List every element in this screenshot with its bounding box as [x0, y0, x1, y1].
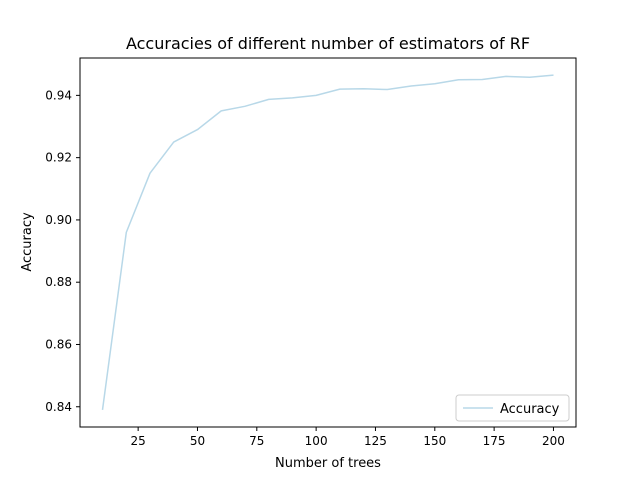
y-tick-label: 0.94 — [45, 88, 72, 102]
y-axis-label: Accuracy — [20, 212, 35, 272]
y-tick-label: 0.88 — [45, 275, 72, 289]
x-tick-label: 75 — [249, 434, 264, 448]
series-layer — [101, 74, 554, 410]
x-tick-label: 25 — [131, 434, 146, 448]
x-tick-label: 100 — [305, 434, 328, 448]
plot-area — [79, 57, 577, 428]
x-tick-label: 125 — [364, 434, 387, 448]
x-tick-label: 200 — [542, 434, 565, 448]
x-tick-label: 175 — [483, 434, 506, 448]
y-axis: 0.84 0.86 0.88 0.90 0.92 0.94 — [45, 88, 80, 414]
x-tick-label: 50 — [190, 434, 205, 448]
legend: Accuracy — [455, 394, 570, 422]
x-tick-label: 150 — [423, 434, 446, 448]
chart-title: Accuracies of different number of estima… — [126, 34, 530, 53]
x-axis: 25 50 75 100 125 150 175 200 — [131, 427, 565, 448]
y-tick-label: 0.92 — [45, 151, 72, 165]
y-tick-label: 0.86 — [45, 337, 72, 351]
series-line-accuracy — [101, 74, 554, 410]
x-axis-label: Number of trees — [275, 456, 381, 471]
legend-label: Accuracy — [500, 402, 560, 417]
y-tick-label: 0.84 — [45, 400, 72, 414]
legend-box — [455, 394, 570, 422]
y-tick-label: 0.90 — [45, 213, 72, 227]
